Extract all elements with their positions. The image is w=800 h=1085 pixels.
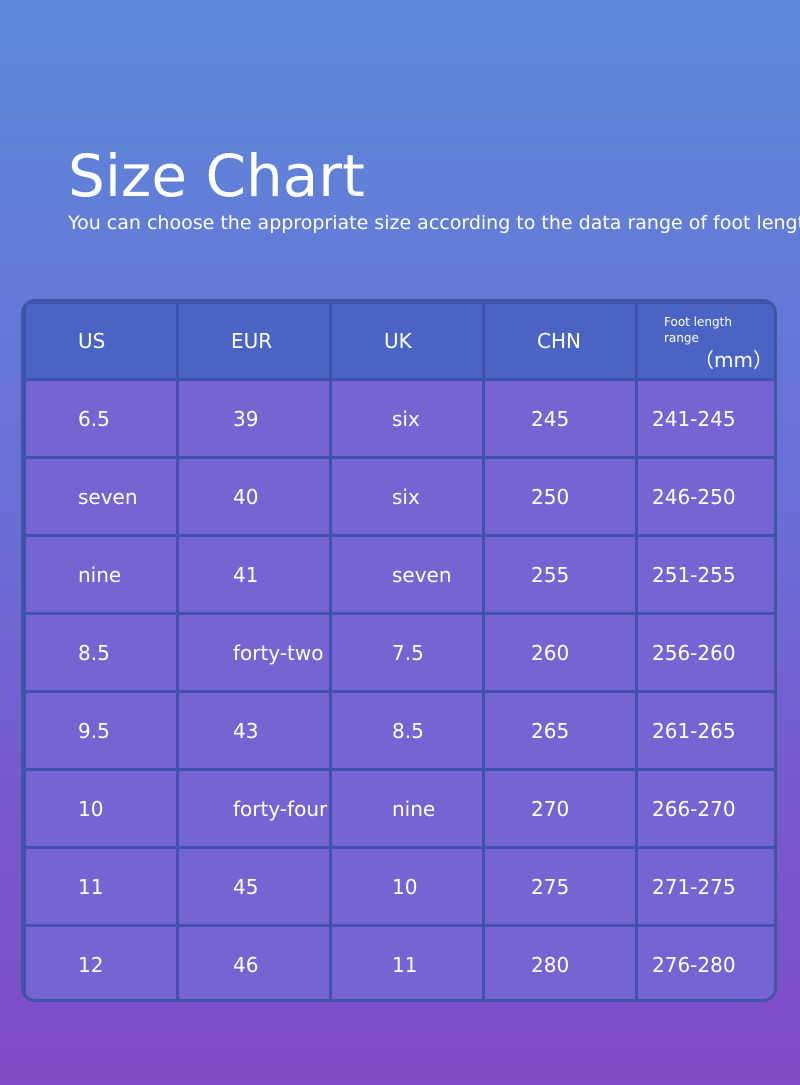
- cell-us: 8.5: [26, 615, 176, 690]
- header-eur: EUR: [179, 304, 329, 378]
- size-chart-grid: US EUR UK CHN Foot length range （mm） 6.5…: [26, 304, 774, 999]
- cell-foot-length: 251-255: [638, 537, 774, 612]
- cell-foot-length: 276-280: [638, 927, 774, 999]
- cell-chn: 270: [485, 771, 635, 846]
- header-chn: CHN: [485, 304, 635, 378]
- cell-us: 9.5: [26, 693, 176, 768]
- cell-eur: 40: [179, 459, 329, 534]
- cell-chn: 255: [485, 537, 635, 612]
- cell-uk: nine: [332, 771, 482, 846]
- cell-us: 6.5: [26, 381, 176, 456]
- page-subtitle: You can choose the appropriate size acco…: [68, 212, 800, 234]
- cell-chn: 260: [485, 615, 635, 690]
- cell-eur: 41: [179, 537, 329, 612]
- cell-foot-length: 266-270: [638, 771, 774, 846]
- cell-foot-length: 241-245: [638, 381, 774, 456]
- cell-us: 10: [26, 771, 176, 846]
- cell-uk: 7.5: [332, 615, 482, 690]
- cell-foot-length: 256-260: [638, 615, 774, 690]
- page-title: Size Chart: [68, 142, 365, 210]
- cell-uk: six: [332, 381, 482, 456]
- cell-eur: 46: [179, 927, 329, 999]
- cell-chn: 280: [485, 927, 635, 999]
- cell-us: 12: [26, 927, 176, 999]
- cell-uk: 10: [332, 849, 482, 924]
- cell-chn: 250: [485, 459, 635, 534]
- cell-uk: 8.5: [332, 693, 482, 768]
- cell-eur: forty-two: [179, 615, 329, 690]
- cell-us: 11: [26, 849, 176, 924]
- size-chart-table: US EUR UK CHN Foot length range （mm） 6.5…: [21, 299, 777, 1002]
- cell-chn: 245: [485, 381, 635, 456]
- header-uk: UK: [332, 304, 482, 378]
- cell-chn: 265: [485, 693, 635, 768]
- cell-uk: seven: [332, 537, 482, 612]
- cell-foot-length: 261-265: [638, 693, 774, 768]
- cell-chn: 275: [485, 849, 635, 924]
- cell-us: nine: [26, 537, 176, 612]
- cell-eur: 45: [179, 849, 329, 924]
- cell-eur: forty-four: [179, 771, 329, 846]
- cell-uk: six: [332, 459, 482, 534]
- cell-us: seven: [26, 459, 176, 534]
- header-foot-length-unit: （mm）: [694, 348, 773, 372]
- header-foot-length-label: Foot length range: [664, 315, 732, 345]
- cell-uk: 11: [332, 927, 482, 999]
- cell-foot-length: 271-275: [638, 849, 774, 924]
- cell-eur: 39: [179, 381, 329, 456]
- header-foot-length: Foot length range （mm）: [638, 304, 774, 378]
- cell-eur: 43: [179, 693, 329, 768]
- header-us: US: [26, 304, 176, 378]
- cell-foot-length: 246-250: [638, 459, 774, 534]
